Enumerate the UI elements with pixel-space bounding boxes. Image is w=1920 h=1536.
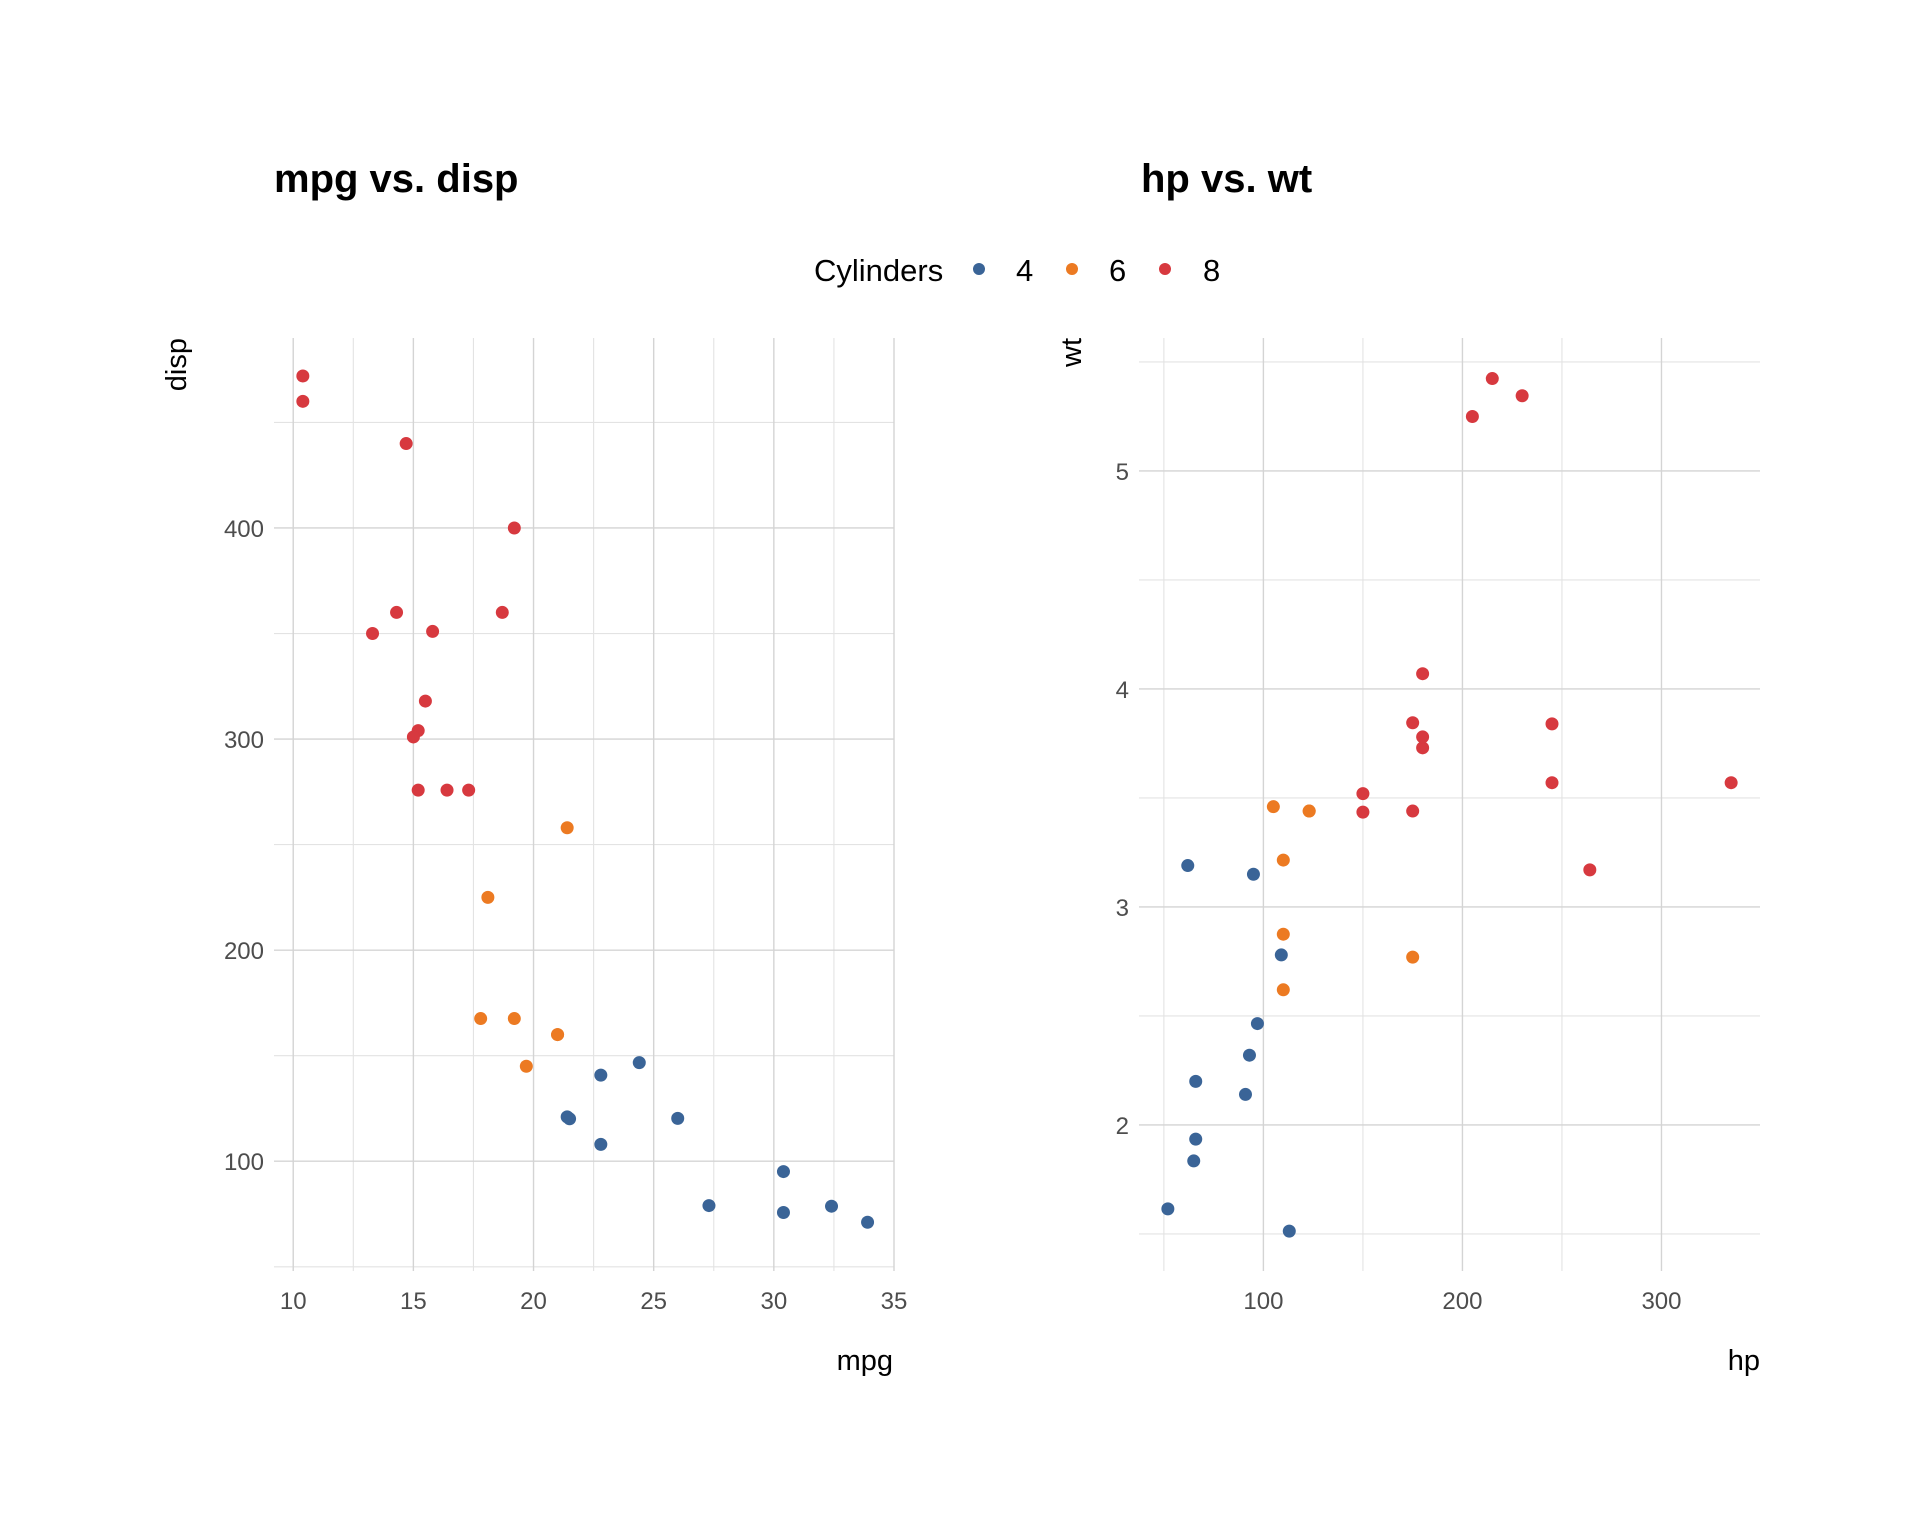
x-tick-label: 300: [1641, 1288, 1681, 1315]
data-point-cyl-8: [1356, 805, 1370, 819]
data-point-cyl-6: [1276, 983, 1290, 997]
x-tick-label: 35: [881, 1288, 908, 1315]
data-point-cyl-4: [1242, 1048, 1256, 1062]
data-point-cyl-4: [1161, 1202, 1175, 1216]
chart-title-left: mpg vs. disp: [274, 157, 519, 201]
y-tick-label: 5: [1116, 459, 1129, 486]
y-tick-label: 3: [1116, 895, 1129, 922]
x-tick-label: 20: [520, 1288, 547, 1315]
y-tick-label: 100: [224, 1149, 264, 1176]
y-axis-label-left: disp: [161, 338, 193, 391]
x-tick-label: 10: [280, 1288, 307, 1315]
data-point-cyl-8: [1356, 787, 1370, 801]
x-axis-label-right: hp: [1728, 1345, 1760, 1377]
data-point-cyl-8: [440, 783, 454, 797]
data-point-cyl-4: [861, 1215, 875, 1229]
data-point-cyl-8: [1406, 804, 1420, 818]
data-point-cyl-6: [1302, 804, 1316, 818]
data-point-cyl-8: [296, 394, 310, 408]
legend-key-8: [1159, 263, 1171, 275]
data-point-cyl-6: [1276, 853, 1290, 867]
data-point-cyl-8: [390, 605, 404, 619]
plot-panel-hp-wt: 100 200 300 2 3 4 5: [1116, 338, 1760, 1315]
data-point-cyl-8: [418, 694, 432, 708]
data-point-cyl-8: [1545, 717, 1559, 731]
legend: Cylinders 4 6 8: [814, 253, 1220, 288]
data-point-cyl-4: [594, 1137, 608, 1151]
data-point-cyl-4: [825, 1199, 839, 1213]
legend-key-6: [1066, 263, 1078, 275]
data-point-cyl-8: [507, 521, 521, 535]
y-tick-label: 200: [224, 938, 264, 965]
data-point-cyl-8: [411, 783, 425, 797]
data-point-cyl-8: [1724, 776, 1738, 790]
data-point-cyl-6: [560, 821, 574, 835]
x-tick-label: 200: [1442, 1288, 1482, 1315]
data-point-cyl-6: [551, 1028, 565, 1042]
data-point-cyl-4: [671, 1111, 685, 1125]
chart-title-right: hp vs. wt: [1141, 157, 1312, 201]
data-point-cyl-4: [776, 1165, 790, 1179]
data-point-cyl-8: [1416, 730, 1430, 744]
data-point-cyl-4: [1274, 948, 1288, 962]
plot-panel-mpg-disp: 10 15 20 25 30 35 100 200 300 400: [224, 338, 907, 1315]
data-point-cyl-4: [1282, 1224, 1296, 1238]
data-point-cyl-8: [1406, 716, 1420, 730]
data-point-cyl-8: [495, 605, 509, 619]
data-point-cyl-4: [560, 1110, 574, 1124]
y-tick-label: 300: [224, 727, 264, 754]
data-point-cyl-4: [1187, 1154, 1201, 1168]
data-point-cyl-8: [462, 783, 476, 797]
x-axis-label-left: mpg: [837, 1345, 893, 1377]
y-tick-label: 2: [1116, 1113, 1129, 1140]
data-point-cyl-8: [1416, 741, 1430, 755]
data-point-cyl-4: [1250, 1017, 1264, 1031]
data-point-cyl-4: [702, 1199, 716, 1213]
data-point-cyl-6: [507, 1012, 521, 1026]
data-point-cyl-4: [1189, 1074, 1203, 1088]
data-point-cyl-8: [1465, 409, 1479, 423]
legend-label-6: 6: [1109, 253, 1126, 288]
legend-label-8: 8: [1203, 253, 1220, 288]
data-point-cyl-8: [366, 627, 380, 641]
data-point-cyl-8: [426, 624, 440, 638]
data-point-cyl-4: [1189, 1132, 1203, 1146]
data-point-cyl-8: [296, 369, 310, 383]
legend-key-4: [973, 263, 985, 275]
x-tick-label: 25: [640, 1288, 667, 1315]
data-point-cyl-8: [1583, 863, 1597, 877]
data-point-cyl-4: [1181, 859, 1195, 873]
data-point-cyl-6: [474, 1012, 488, 1026]
data-point-cyl-8: [406, 730, 420, 744]
data-point-cyl-6: [1276, 927, 1290, 941]
data-point-cyl-4: [1238, 1087, 1252, 1101]
data-point-cyl-8: [1515, 389, 1529, 403]
data-point-cyl-8: [1485, 372, 1499, 386]
x-tick-label: 15: [400, 1288, 427, 1315]
y-axis-label-right: wt: [1056, 338, 1088, 368]
data-point-cyl-8: [399, 437, 413, 451]
data-point-cyl-6: [481, 890, 495, 904]
data-point-cyl-8: [1416, 667, 1430, 681]
x-tick-label: 100: [1243, 1288, 1283, 1315]
y-tick-label: 400: [224, 516, 264, 543]
legend-title: Cylinders: [814, 253, 943, 288]
x-tick-label: 30: [760, 1288, 787, 1315]
data-point-cyl-4: [1246, 867, 1260, 881]
y-tick-label: 4: [1116, 677, 1129, 704]
data-point-cyl-4: [594, 1068, 608, 1082]
data-point-cyl-4: [632, 1056, 646, 1070]
legend-label-4: 4: [1016, 253, 1033, 288]
data-point-cyl-4: [776, 1206, 790, 1220]
data-point-cyl-6: [1406, 950, 1420, 964]
data-point-cyl-6: [519, 1059, 533, 1073]
data-point-cyl-8: [1545, 776, 1559, 790]
data-point-cyl-6: [1266, 800, 1280, 814]
